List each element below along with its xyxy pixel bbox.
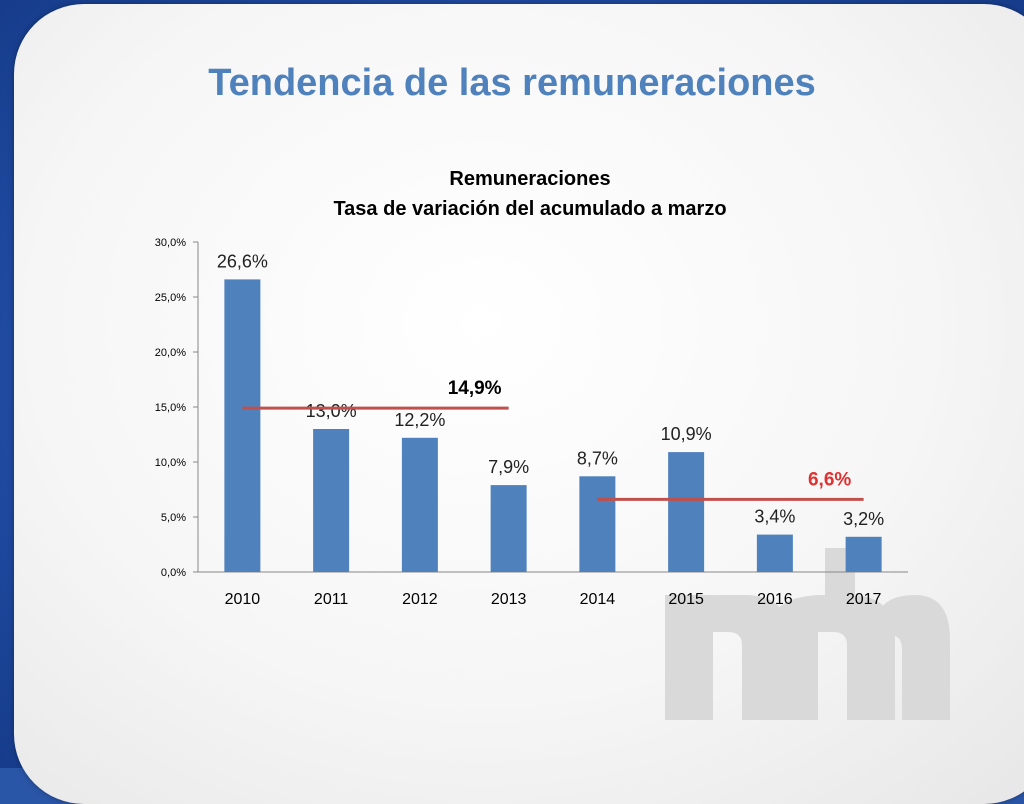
y-tick-label: 10,0% bbox=[155, 457, 186, 469]
bar-2016 bbox=[756, 534, 793, 572]
logo-watermark-icon bbox=[665, 548, 950, 720]
y-tick-label: 25,0% bbox=[155, 292, 186, 304]
x-tick-label: 2012 bbox=[402, 591, 438, 608]
data-label: 3,4% bbox=[754, 507, 795, 527]
x-tick-label: 2016 bbox=[757, 591, 793, 608]
data-label: 8,7% bbox=[577, 448, 618, 468]
y-tick-label: 0,0% bbox=[161, 567, 186, 579]
bar-2012 bbox=[401, 437, 438, 572]
x-tick-label: 2013 bbox=[491, 591, 527, 608]
data-label: 10,9% bbox=[661, 424, 712, 444]
chart-subtitle: Tasa de variación del acumulado a marzo bbox=[333, 198, 727, 220]
y-tick-label: 20,0% bbox=[155, 347, 186, 359]
bar-2017 bbox=[845, 536, 882, 572]
slide-title: Tendencia de las remuneraciones bbox=[208, 62, 816, 104]
y-tick-label: 15,0% bbox=[155, 402, 186, 414]
bar-2011 bbox=[313, 429, 350, 572]
data-label: 12,2% bbox=[394, 410, 445, 430]
x-tick-label: 2011 bbox=[314, 591, 349, 608]
bar-2013 bbox=[490, 485, 527, 572]
average-label-1: 14,9% bbox=[448, 378, 502, 399]
data-label: 13,0% bbox=[306, 401, 357, 421]
x-tick-label: 2015 bbox=[668, 591, 704, 608]
chart-title: Remuneraciones bbox=[449, 168, 611, 190]
chart-title-block: Remuneraciones Tasa de variación del acu… bbox=[180, 164, 880, 224]
x-tick-label: 2017 bbox=[846, 591, 882, 608]
bar-2014 bbox=[579, 476, 616, 572]
average-label-2: 6,6% bbox=[808, 469, 851, 490]
data-label: 7,9% bbox=[488, 457, 529, 477]
bar-2015 bbox=[668, 452, 705, 572]
x-tick-label: 2014 bbox=[580, 591, 616, 608]
data-label: 26,6% bbox=[217, 251, 268, 271]
bar-2010 bbox=[224, 279, 261, 572]
x-tick-label: 2010 bbox=[225, 591, 261, 608]
y-tick-label: 5,0% bbox=[161, 512, 186, 524]
data-label: 3,2% bbox=[843, 509, 884, 529]
y-tick-label: 30,0% bbox=[155, 237, 186, 249]
bar-chart: 0,0% 5,0% 10,0% 15,0% 20,0% 25,0% 30,0% 2010 26,… bbox=[155, 237, 908, 608]
